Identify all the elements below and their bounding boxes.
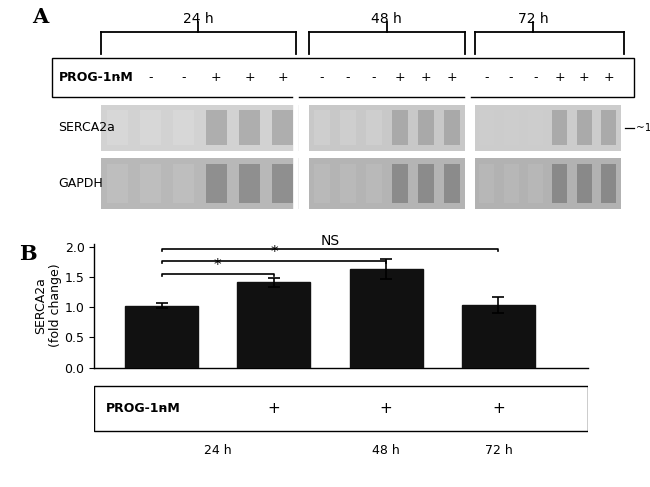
Bar [577, 110, 592, 146]
Text: -: - [533, 72, 538, 84]
Text: +: + [395, 72, 405, 84]
Text: -: - [159, 401, 164, 416]
Text: 48 h: 48 h [372, 444, 400, 457]
Text: -: - [181, 72, 186, 84]
Bar [474, 105, 621, 151]
Bar [444, 165, 460, 203]
Bar [577, 165, 592, 203]
Bar [444, 110, 460, 146]
Text: -: - [372, 72, 376, 84]
Bar [272, 165, 292, 203]
Bar [239, 110, 260, 146]
Bar [140, 110, 161, 146]
Y-axis label: SERCA2a
(fold change): SERCA2a (fold change) [34, 264, 62, 347]
Bar [601, 165, 616, 203]
Text: -: - [115, 72, 120, 84]
Text: A: A [32, 7, 49, 27]
Text: +: + [447, 72, 457, 84]
Bar [314, 110, 330, 146]
Text: 24 h: 24 h [204, 444, 231, 457]
Bar [418, 110, 434, 146]
Bar [101, 105, 299, 151]
Text: +: + [380, 401, 393, 416]
Text: GAPDH: GAPDH [58, 177, 103, 190]
Bar [366, 165, 382, 203]
Bar [237, 282, 311, 368]
Bar [474, 158, 621, 209]
Bar [206, 110, 227, 146]
Text: *: * [214, 258, 222, 273]
Text: -: - [320, 72, 324, 84]
Bar [418, 165, 434, 203]
Bar [504, 165, 519, 203]
Bar [528, 165, 543, 203]
Text: -: - [346, 72, 350, 84]
Bar [101, 158, 299, 209]
Text: PROG-1nM: PROG-1nM [105, 402, 180, 415]
Bar [462, 305, 535, 368]
Text: -: - [509, 72, 514, 84]
Text: +: + [268, 401, 280, 416]
Bar [340, 165, 356, 203]
Text: +: + [244, 72, 255, 84]
Bar [366, 110, 382, 146]
Bar [479, 165, 494, 203]
Bar [552, 165, 567, 203]
Bar [94, 386, 588, 431]
Text: SERCA2a: SERCA2a [58, 121, 116, 134]
Text: +: + [211, 72, 222, 84]
Bar [125, 306, 198, 368]
Bar [601, 110, 616, 146]
Text: -: - [148, 72, 153, 84]
Text: 24 h: 24 h [183, 12, 214, 26]
Text: ~100 kDa: ~100 kDa [636, 123, 650, 133]
Bar [206, 165, 227, 203]
Bar [309, 158, 465, 209]
Bar [173, 110, 194, 146]
Text: PROG-1nM: PROG-1nM [58, 72, 133, 84]
Text: +: + [421, 72, 431, 84]
Text: 72 h: 72 h [484, 444, 512, 457]
Text: 48 h: 48 h [371, 12, 402, 26]
Bar [173, 165, 194, 203]
Text: *: * [270, 245, 278, 261]
Text: +: + [492, 401, 505, 416]
Bar [528, 110, 543, 146]
Bar [239, 165, 260, 203]
Bar [309, 105, 465, 151]
Bar [392, 165, 408, 203]
Bar [479, 110, 494, 146]
Text: B: B [20, 244, 37, 263]
Text: +: + [554, 72, 565, 84]
Text: 72 h: 72 h [517, 12, 549, 26]
Bar [272, 110, 292, 146]
Text: +: + [579, 72, 590, 84]
Bar [52, 58, 634, 97]
Bar [314, 165, 330, 203]
Text: -: - [484, 72, 489, 84]
Text: NS: NS [320, 234, 339, 248]
Bar [140, 165, 161, 203]
Bar [107, 110, 127, 146]
Bar [392, 110, 408, 146]
Text: +: + [603, 72, 614, 84]
Bar [350, 269, 423, 368]
Bar [504, 110, 519, 146]
Bar [107, 165, 127, 203]
Bar [340, 110, 356, 146]
Bar [552, 110, 567, 146]
Text: +: + [277, 72, 288, 84]
